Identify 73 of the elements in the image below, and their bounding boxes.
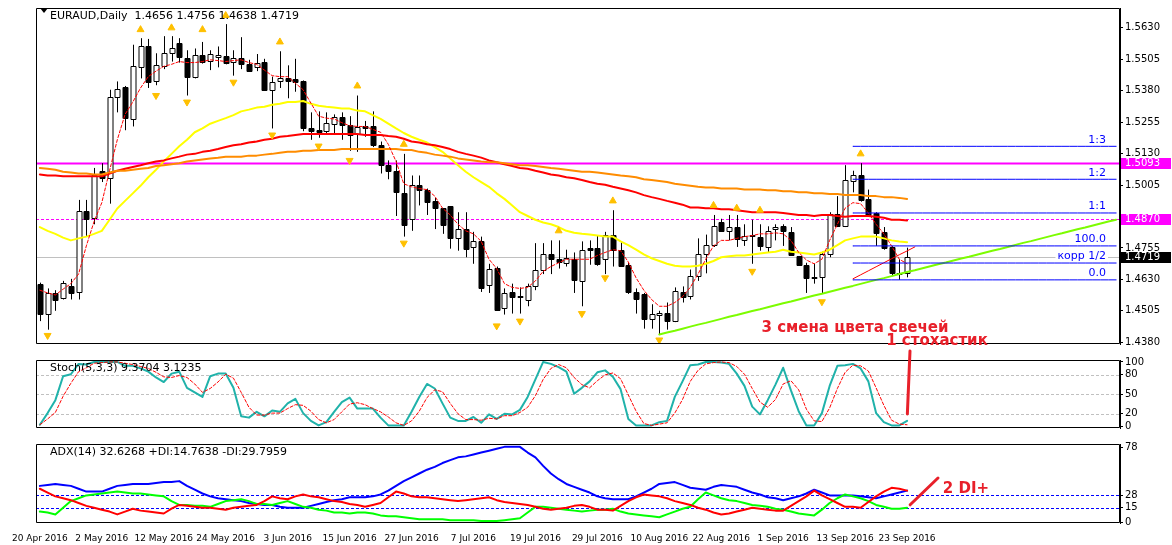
- y-tick-label: 78: [1125, 441, 1138, 453]
- y-tick-label: 1.5130: [1125, 147, 1160, 159]
- point: [399, 139, 408, 147]
- x-tick-label: 27 Jun 2016: [384, 532, 439, 543]
- point: [709, 200, 718, 208]
- x-tick-label: 13 Sep 2016: [816, 532, 874, 543]
- point: [268, 132, 277, 140]
- y-tick-label: 100: [1125, 355, 1145, 367]
- ref-line-label: 1.5093: [1125, 157, 1160, 169]
- point: [345, 157, 354, 165]
- point: [601, 275, 610, 283]
- point: [655, 337, 664, 344]
- ref-line-label: 1.4870: [1125, 213, 1160, 225]
- chart-title: ADX(14) 32.6268 +DI:14.7638 -DI:29.7959: [50, 445, 288, 459]
- y-tick-label: 80: [1125, 368, 1138, 380]
- y-tick-label: 1.4380: [1125, 335, 1160, 347]
- point: [577, 311, 586, 319]
- series-label: корр 1/2: [1057, 249, 1106, 263]
- point: [275, 37, 284, 45]
- point: [817, 299, 826, 307]
- point: [167, 23, 176, 31]
- point: [732, 203, 741, 211]
- x-tick-label: 7 Jul 2016: [450, 532, 497, 543]
- x-tick-label: 10 Aug 2016: [630, 532, 689, 543]
- point: [136, 25, 145, 33]
- point: [353, 81, 362, 89]
- y-tick-label: 1.5630: [1125, 21, 1160, 33]
- x-tick-label: 19 Jul 2016: [509, 532, 562, 543]
- x-tick-label: 24 May 2016: [196, 532, 256, 543]
- series-label: 0.0: [1088, 266, 1106, 280]
- y-tick-label: 15: [1125, 501, 1138, 513]
- annotation: 2 DI+: [942, 478, 990, 497]
- point: [554, 226, 563, 234]
- x-tick-label: 22 Aug 2016: [692, 532, 751, 543]
- x-tick-label: 1 Sep 2016: [757, 532, 810, 543]
- y-tick-label: 50: [1125, 387, 1138, 399]
- y-tick-label: 0: [1125, 420, 1132, 432]
- x-tick-label: 15 Jun 2016: [322, 532, 377, 543]
- point: [43, 332, 52, 340]
- point: [515, 318, 524, 326]
- series-label: 1:3: [1088, 132, 1106, 146]
- point: [748, 268, 757, 276]
- y-tick-label: 28: [1125, 488, 1138, 500]
- point: [198, 25, 207, 33]
- series-label: 1:1: [1088, 199, 1106, 213]
- ref-line-label: 1.4719: [1125, 251, 1160, 263]
- chart-title: EURAUD,Daily 1.4656 1.4756 1.4638 1.4719: [50, 9, 300, 23]
- x-tick-label: 12 May 2016: [134, 532, 194, 543]
- point: [755, 205, 764, 213]
- x-tick-label: 3 Jun 2016: [263, 532, 313, 543]
- point: [152, 93, 160, 101]
- y-tick-label: 0: [1125, 515, 1132, 527]
- point: [399, 240, 408, 248]
- y-tick-label: 1.5380: [1125, 84, 1160, 96]
- point: [314, 143, 323, 151]
- y-tick-label: 1.4755: [1125, 241, 1160, 253]
- x-tick-label: 2 May 2016: [75, 532, 129, 543]
- y-tick-label: 1.4505: [1125, 304, 1160, 316]
- y-tick-label: 1.5255: [1125, 115, 1160, 127]
- point: [856, 149, 865, 157]
- point: [608, 196, 617, 204]
- x-tick-label: 29 Jul 2016: [571, 532, 624, 543]
- y-tick-label: 1.5005: [1125, 178, 1160, 190]
- series-label: 1:2: [1088, 165, 1106, 179]
- point: [229, 79, 238, 87]
- y-tick-label: 20: [1125, 407, 1138, 419]
- x-tick-label: 20 Apr 2016: [12, 532, 68, 543]
- x-tick-label: 23 Sep 2016: [878, 532, 936, 543]
- y-tick-label: 1.4630: [1125, 272, 1160, 284]
- point: [183, 99, 191, 107]
- point: [492, 323, 501, 331]
- y-tick-label: 1.5505: [1125, 52, 1160, 64]
- series-label: 100.0: [1074, 232, 1106, 246]
